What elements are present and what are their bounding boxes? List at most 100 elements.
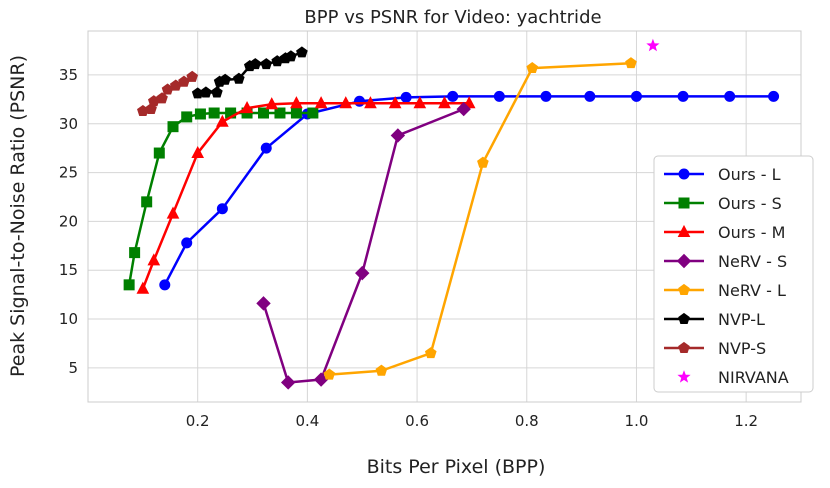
data-point-ours-s [141, 196, 153, 208]
x-tick-label: 0.4 [295, 412, 319, 430]
legend-marker-nerv-s [676, 253, 692, 269]
data-point-ours-l [724, 90, 736, 102]
legend-label-ours-l: Ours - L [718, 165, 781, 184]
data-point-nerv-l [477, 156, 489, 168]
legend-label-nvp-l: NVP-L [718, 310, 765, 329]
data-point-nerv-s [456, 101, 471, 117]
data-point-nvp-l [249, 58, 262, 70]
data-point-ours-l [630, 90, 642, 102]
y-tick-label: 5 [68, 359, 78, 377]
series-ours-m [136, 96, 476, 294]
legend-item-nvp-s: NVP-S [664, 339, 766, 358]
series-nvp-s [137, 70, 199, 117]
x-tick-label: 1.0 [625, 412, 649, 430]
data-point-ours-s [208, 107, 220, 119]
data-point-nerv-s [355, 265, 370, 281]
data-point-nvp-l [285, 50, 297, 62]
data-point-ours-l [181, 237, 193, 249]
y-tick-label: 25 [59, 164, 78, 182]
y-tick-label: 10 [59, 310, 78, 328]
data-point-nerv-l [526, 61, 539, 74]
x-axis-label: Bits Per Pixel (BPP) [367, 456, 546, 478]
legend-item-ours-l: Ours - L [664, 165, 781, 184]
legend-item-ours-s: Ours - S [664, 194, 782, 213]
data-point-ours-m [191, 145, 205, 159]
legend-label-nvp-s: NVP-S [718, 339, 766, 358]
legend-label-ours-m: Ours - M [718, 223, 785, 242]
data-point-ours-m [364, 96, 377, 109]
legend-item-nerv-s: NeRV - S [664, 252, 787, 271]
data-point-ours-l [159, 279, 171, 291]
series-ours-l [159, 90, 780, 291]
series-nerv-s [256, 101, 471, 390]
x-tick-label: 1.2 [734, 412, 758, 430]
data-point-nerv-l [323, 368, 336, 380]
series-nerv-l [323, 57, 637, 380]
data-point-ours-l [493, 90, 505, 102]
data-point-ours-s [181, 111, 193, 123]
legend-marker-nvp-l [678, 312, 690, 324]
y-tick-labels: 5 10 15 20 25 30 35 [59, 66, 78, 377]
y-axis-label: Peak Signal-to-Noise Ratio (PSNR) [7, 55, 29, 377]
data-point-ours-m [240, 101, 254, 114]
data-point-ours-l [447, 90, 459, 102]
data-point-ours-m [147, 253, 161, 266]
x-tick-label: 0.8 [515, 412, 539, 430]
y-tick-label: 35 [59, 66, 78, 84]
legend-label-nerv-s: NeRV - S [718, 252, 787, 271]
data-point-nerv-l [424, 347, 437, 359]
x-tick-label: 0.2 [186, 412, 210, 430]
legend-marker-nvp-s [678, 341, 690, 353]
data-point-ours-m [438, 96, 451, 109]
legend-item-nerv-l: NeRV - L [664, 281, 786, 300]
data-point-ours-l [540, 90, 552, 102]
legend-item-nvp-l: NVP-L [664, 310, 765, 329]
legend-box [653, 155, 814, 393]
data-point-ours-m [339, 96, 353, 109]
y-tick-label: 20 [59, 212, 78, 230]
data-point-ours-s [167, 121, 179, 133]
data-point-nvp-l [296, 46, 308, 58]
series-line-nerv-s [262, 107, 465, 384]
data-point-ours-l [584, 90, 596, 102]
data-point-nvp-l [233, 72, 245, 84]
data-point-ours-s [258, 107, 270, 119]
legend-marker-ours-m [677, 224, 691, 237]
series-line-nerv-l [329, 61, 632, 376]
legend-items: Ours - L Ours - S Ours - M NeRV - S NeRV - L… [664, 165, 789, 387]
data-point-nvp-s [186, 70, 199, 82]
data-point-ours-l [260, 142, 272, 154]
data-point-ours-m [388, 96, 402, 109]
data-point-ours-l [353, 95, 365, 107]
data-point-ours-s [194, 108, 206, 120]
data-point-ours-s [290, 107, 302, 119]
data-point-ours-l [677, 90, 689, 102]
series-nirvana [646, 38, 660, 52]
legend-label-nerv-l: NeRV - L [718, 281, 786, 300]
data-point-ours-s [123, 279, 135, 291]
legend-item-nirvana: NIRVANA [677, 368, 789, 387]
data-point-ours-m [216, 114, 229, 127]
data-point-ours-s [129, 247, 141, 259]
data-point-ours-m [265, 97, 279, 110]
data-point-nvp-l [219, 73, 231, 85]
data-point-nerv-s [280, 375, 296, 390]
data-point-ours-m [314, 96, 328, 109]
legend: Ours - L Ours - S Ours - M NeRV - S NeRV - L… [653, 155, 814, 393]
data-point-ours-s [274, 107, 286, 119]
data-point-ours-s [153, 147, 165, 159]
legend-marker-nirvana [677, 370, 691, 383]
data-point-ours-m [166, 206, 180, 219]
data-point-ours-l [768, 90, 780, 102]
data-point-nvp-l [200, 86, 212, 98]
data-point-ours-l [400, 91, 412, 103]
data-point-ours-m [413, 96, 427, 109]
y-tick-label: 30 [59, 115, 78, 133]
series-nvp-l [191, 46, 308, 99]
data-point-nerv-l [625, 57, 637, 69]
data-point-ours-m [290, 96, 303, 109]
legend-label-ours-s: Ours - S [718, 194, 782, 213]
data-point-nerv-l [375, 364, 388, 376]
data-point-nerv-s [390, 128, 406, 143]
